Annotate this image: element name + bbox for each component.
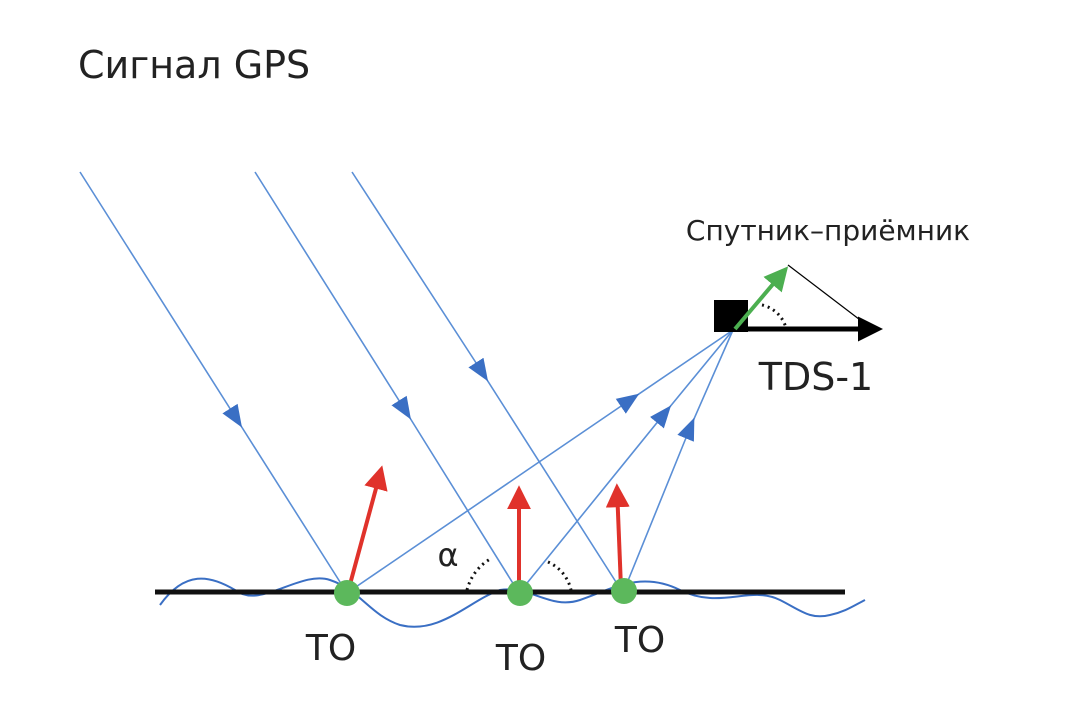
- point-label: TO: [305, 628, 356, 669]
- point-label: TO: [614, 620, 665, 661]
- normals: [347, 465, 630, 589]
- point-label: TO: [495, 638, 546, 679]
- receiver-label: Спутник–приёмник: [686, 214, 970, 247]
- title: Сигнал GPS: [78, 43, 310, 87]
- triangle-side: [787, 264, 869, 327]
- angle-arcs: [465, 303, 788, 591]
- antenna-arrow: [733, 266, 789, 331]
- signal-rays: [79, 171, 734, 594]
- satellite-label: TDS-1: [758, 355, 873, 399]
- reflection-points: [334, 578, 637, 606]
- angle-label: α: [437, 536, 458, 574]
